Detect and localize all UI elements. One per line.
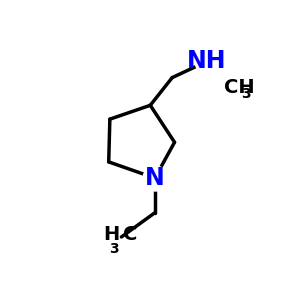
Text: H: H [103,225,119,244]
Text: 3: 3 [242,87,251,101]
Text: CH: CH [224,79,255,98]
Text: N: N [145,166,165,190]
Text: 3: 3 [110,242,119,256]
Text: C: C [123,225,137,244]
Text: NH: NH [187,50,226,74]
